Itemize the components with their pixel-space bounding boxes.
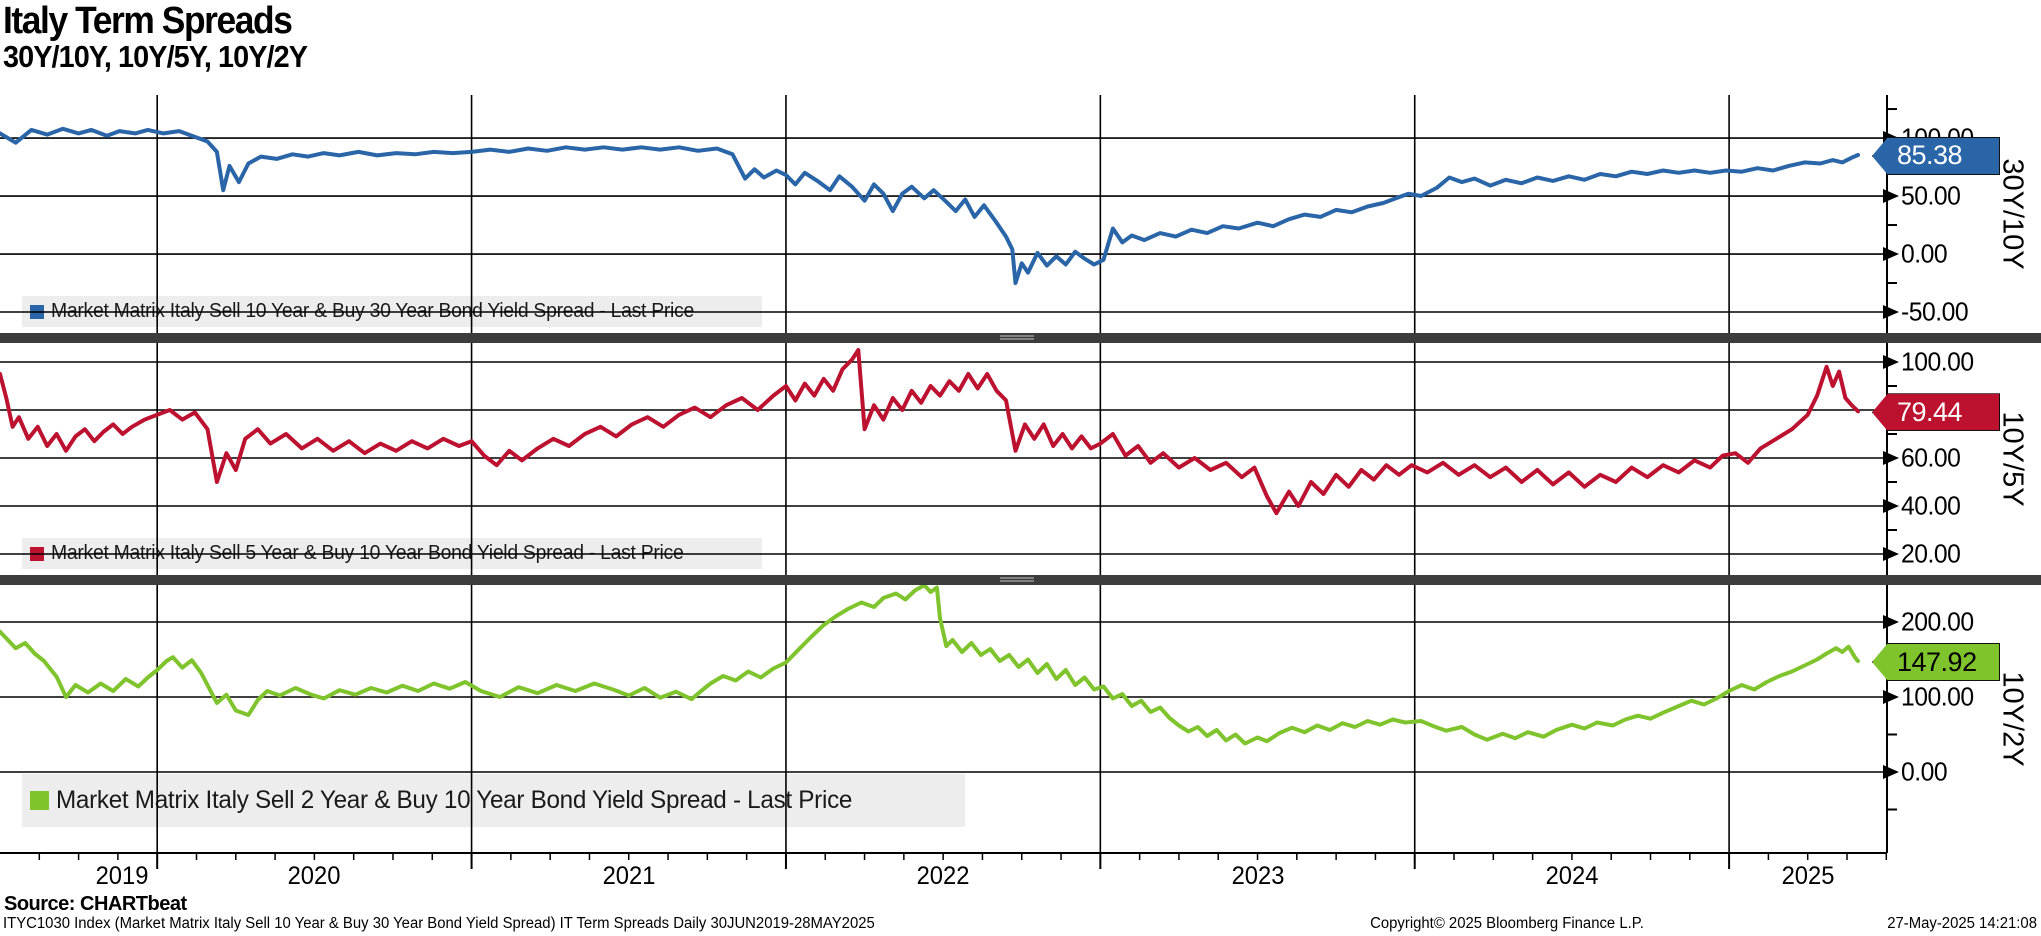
legend-label-10y5y: Market Matrix Italy Sell 5 Year & Buy 10… xyxy=(51,542,684,564)
legend-label-30y10y: Market Matrix Italy Sell 10 Year & Buy 3… xyxy=(51,300,694,322)
legend-swatch-30y10y xyxy=(30,304,44,319)
legend-10y2y: Market Matrix Italy Sell 2 Year & Buy 10… xyxy=(22,774,965,827)
timestamp-label: 27-May-2025 14:21:08 xyxy=(1887,915,2037,932)
legend-swatch-10y5y xyxy=(30,546,44,561)
legend-swatch-10y2y xyxy=(30,791,49,810)
copyright-label: Copyright© 2025 Bloomberg Finance L.P. xyxy=(1370,915,1644,932)
legend-label-10y2y: Market Matrix Italy Sell 2 Year & Buy 10… xyxy=(56,786,853,814)
source-label: Source: CHARTbeat xyxy=(4,893,187,915)
legend-30y10y: Market Matrix Italy Sell 10 Year & Buy 3… xyxy=(22,296,762,327)
ticker-description: ITYC1030 Index (Market Matrix Italy Sell… xyxy=(3,915,875,932)
legend-10y5y: Market Matrix Italy Sell 5 Year & Buy 10… xyxy=(22,538,762,569)
page-subtitle: 30Y/10Y, 10Y/5Y, 10Y/2Y xyxy=(3,39,308,74)
page-title: Italy Term Spreads xyxy=(3,0,293,42)
